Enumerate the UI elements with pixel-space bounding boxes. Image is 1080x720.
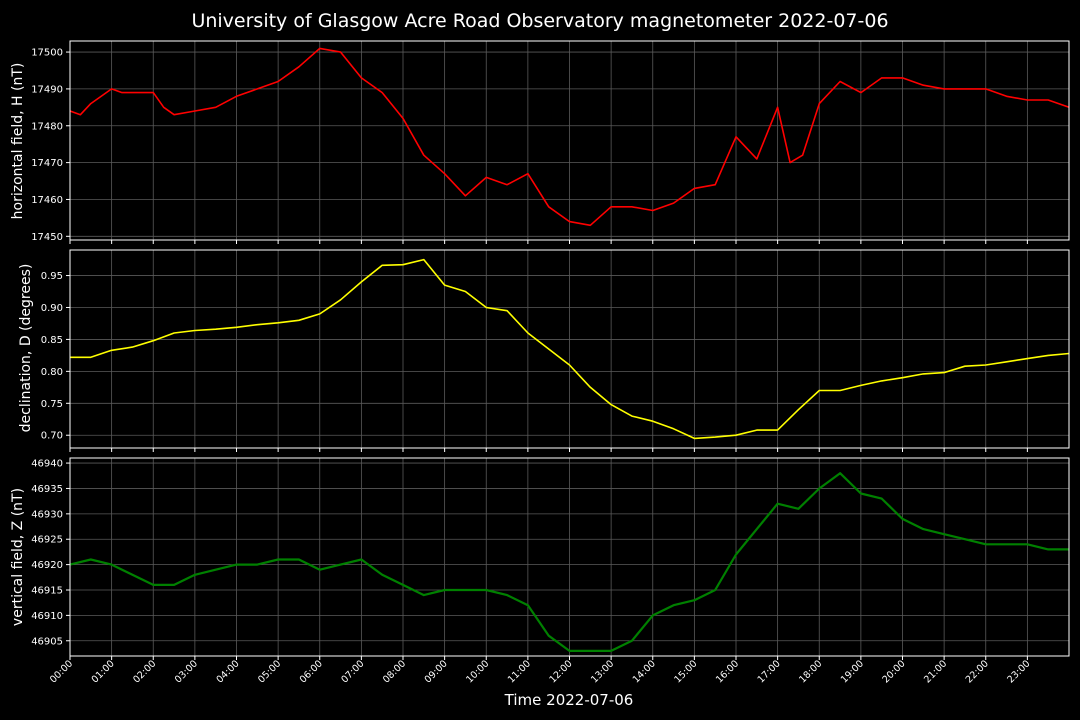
x-tick-label: 23:00 bbox=[1005, 658, 1032, 685]
x-tick-label: 10:00 bbox=[464, 658, 491, 685]
x-tick-label: 11:00 bbox=[506, 658, 533, 685]
y-tick-label-z: 46940 bbox=[31, 459, 63, 470]
y-tick-label-z: 46935 bbox=[31, 484, 63, 495]
series-line-d bbox=[70, 258, 1070, 440]
x-tick-label: 04:00 bbox=[214, 658, 241, 685]
x-tick-label: 06:00 bbox=[298, 658, 325, 685]
y-tick-label-z: 46925 bbox=[31, 535, 63, 546]
x-tick-label: 07:00 bbox=[339, 658, 366, 685]
x-tick-label: 14:00 bbox=[631, 658, 658, 685]
x-tick-label: 03:00 bbox=[173, 658, 200, 685]
x-tick-label: 02:00 bbox=[131, 658, 158, 685]
x-tick-label: 20:00 bbox=[880, 658, 907, 685]
x-tick-label: 08:00 bbox=[381, 658, 408, 685]
x-tick-label: 19:00 bbox=[839, 658, 866, 685]
y-tick-label-z: 46905 bbox=[31, 636, 63, 647]
y-tick-label-d: 0.70 bbox=[41, 431, 63, 442]
x-tick-label: 00:00 bbox=[48, 658, 75, 685]
chart-title: University of Glasgow Acre Road Observat… bbox=[191, 10, 889, 32]
y-tick-label-h: 17480 bbox=[31, 121, 63, 132]
y-tick-label-h: 17500 bbox=[31, 48, 63, 59]
y-tick-label-d: 0.80 bbox=[41, 367, 63, 378]
y-tick-label-d: 0.85 bbox=[41, 335, 63, 346]
x-tick-label: 13:00 bbox=[589, 658, 616, 685]
y-tick-label-d: 0.95 bbox=[41, 271, 63, 282]
series-line-z bbox=[69, 472, 1069, 653]
x-tick-label: 12:00 bbox=[547, 658, 574, 685]
series-line-h bbox=[69, 47, 1070, 227]
x-tick-label: 15:00 bbox=[672, 658, 699, 685]
x-tick-label: 01:00 bbox=[90, 658, 117, 685]
x-tick-label: 22:00 bbox=[964, 658, 991, 685]
x-tick-label: 16:00 bbox=[714, 658, 741, 685]
y-tick-label-z: 46930 bbox=[31, 509, 63, 520]
y-tick-label-z: 46920 bbox=[31, 560, 63, 571]
x-tick-label: 05:00 bbox=[256, 658, 283, 685]
y-tick-label-h: 17450 bbox=[31, 232, 63, 243]
x-tick-label: 21:00 bbox=[922, 658, 949, 685]
y-tick-label-d: 0.90 bbox=[41, 303, 63, 314]
y-tick-label-z: 46910 bbox=[31, 611, 63, 622]
y-tick-label-h: 17490 bbox=[31, 84, 63, 95]
y-tick-label-h: 17460 bbox=[31, 195, 63, 206]
y-tick-label-z: 46915 bbox=[31, 586, 63, 597]
x-axis-label: Time 2022-07-06 bbox=[504, 691, 634, 709]
y-tick-label-d: 0.75 bbox=[41, 399, 63, 410]
x-tick-label: 09:00 bbox=[423, 658, 450, 685]
y-tick-label-h: 17470 bbox=[31, 158, 63, 169]
x-tick-label: 17:00 bbox=[756, 658, 783, 685]
x-tick-label: 18:00 bbox=[797, 658, 824, 685]
